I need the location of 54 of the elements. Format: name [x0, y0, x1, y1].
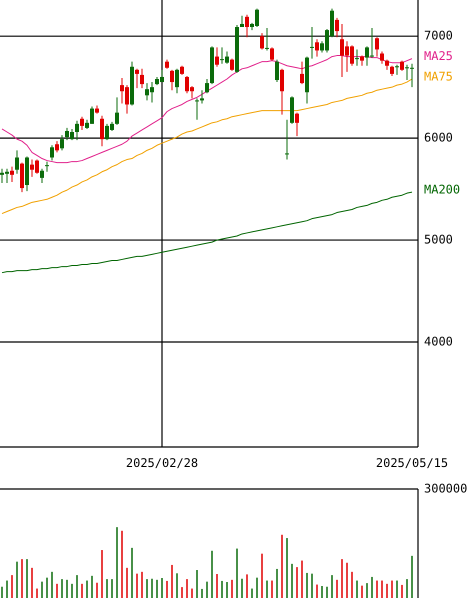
- candlestick: [15, 150, 19, 174]
- candlestick: [270, 46, 274, 62]
- series-label: MA25: [424, 48, 453, 63]
- candlestick: [175, 68, 179, 94]
- candlestick: [80, 116, 84, 130]
- candlestick: [385, 59, 389, 70]
- candlestick: [295, 112, 299, 137]
- candlestick: [245, 14, 249, 38]
- candlestick: [45, 161, 49, 172]
- y-tick-label: 7000: [424, 28, 453, 42]
- candlestick: [315, 38, 319, 58]
- candlestick: [205, 78, 209, 94]
- candlestick: [140, 68, 144, 89]
- candlestick: [280, 68, 284, 116]
- y-tick-label: 5000: [424, 232, 453, 246]
- y-tick-label: 6000: [424, 130, 453, 144]
- candlestick: [380, 50, 384, 64]
- candlestick: [300, 61, 304, 85]
- candlestick: [335, 17, 339, 38]
- series-label: MA200: [424, 182, 460, 196]
- candlestick: [100, 115, 104, 147]
- candlestick: [60, 134, 64, 151]
- candlestick: [390, 65, 394, 76]
- candlestick: [215, 46, 219, 68]
- candlestick: [200, 90, 204, 104]
- candlestick: [10, 166, 14, 182]
- y-tick-label: 300000: [424, 481, 468, 496]
- candlestick: [275, 59, 279, 83]
- candlestick: [115, 96, 119, 126]
- candlestick: [75, 120, 79, 141]
- x-tick-label: 2025/02/28: [126, 456, 198, 470]
- candlestick: [55, 140, 59, 153]
- candlestick: [310, 26, 314, 60]
- candlestick: [260, 32, 264, 50]
- candlestick: [40, 168, 44, 184]
- candlestick: [180, 65, 184, 76]
- candlestick: [355, 48, 359, 66]
- line-series: [2, 192, 412, 274]
- line-series: [2, 78, 412, 214]
- x-tick-label: 2025/05/15: [376, 456, 448, 470]
- candlestick: [195, 98, 199, 120]
- candlestick: [375, 36, 379, 58]
- candlestick: [285, 119, 289, 160]
- candlestick: [230, 58, 234, 72]
- candlestick: [400, 60, 404, 72]
- candlestick: [135, 68, 139, 89]
- candlestick: [395, 64, 399, 76]
- candlestick: [360, 55, 364, 66]
- y-tick-label: 4000: [424, 334, 453, 348]
- candlestick: [165, 59, 169, 70]
- series-label: MA75: [424, 69, 453, 84]
- candlestick: [265, 28, 269, 51]
- candlestick: [50, 144, 54, 162]
- candlestick: [170, 69, 174, 91]
